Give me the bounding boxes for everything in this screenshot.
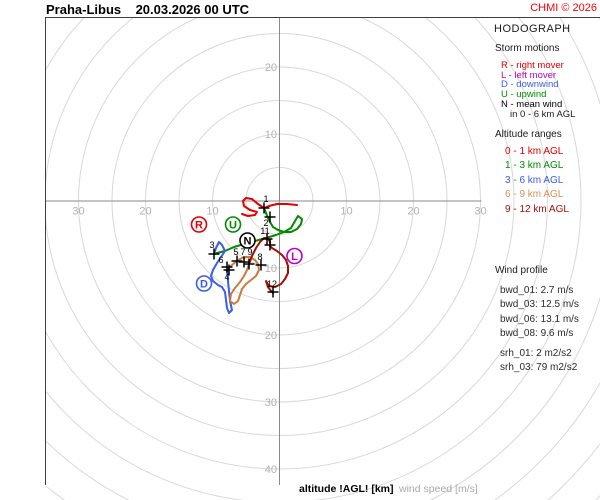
storm-motion-marker-N: N	[239, 232, 256, 249]
storm-motion-letter: D	[200, 279, 208, 291]
km-marker-cross	[258, 202, 270, 214]
wind-trace-9-12-km-agl	[248, 237, 289, 294]
altitude-range-item: 6 - 9 km AGL	[505, 189, 564, 201]
km-marker-label: 1	[263, 194, 268, 204]
storm-motion-legend-item: U - upwind	[501, 89, 547, 101]
storm-motion-legend-item: R - right mover	[501, 60, 564, 71]
km-marker-cross	[264, 211, 276, 223]
altitude-range-item: 3 - 6 km AGL	[505, 174, 564, 186]
bwd-value: bwd_01: 2.7 m/s	[500, 285, 574, 296]
km-marker-label: 6	[218, 255, 223, 265]
altitude-range-item: 9 - 12 km AGL	[505, 203, 569, 215]
srh-value: srh_03: 79 m2/s2	[500, 362, 578, 374]
storm-motion-circle	[190, 216, 208, 233]
km-marker-cross	[267, 286, 279, 298]
km-marker-cross	[231, 255, 243, 267]
axis-tick-label: 30	[72, 206, 84, 218]
grid-ring	[46, 18, 582, 500]
storm-motion-circle	[195, 275, 213, 292]
storm-motion-letter: U	[229, 220, 237, 232]
wind-trace-6-9-km-agl	[226, 256, 260, 305]
km-marker-label: 7	[240, 247, 245, 257]
storm-motion-marker-D: D	[195, 275, 213, 292]
km-marker-label: 5	[233, 247, 238, 257]
altitude-ranges-title: Altitude ranges	[495, 129, 562, 140]
wind-profile-title: Wind profile	[495, 265, 548, 276]
axis-tick-label: 30	[474, 206, 486, 218]
speed-axis-caption: wind speed [m/s]	[399, 483, 478, 495]
altitude-ranges-list: 0 - 1 km AGL 1 - 3 km AGL 3 - 6 km AGL 6 - …	[505, 145, 569, 217]
storm-motion-marker-L: L	[286, 247, 303, 265]
km-marker-cross	[221, 261, 233, 273]
wind-trace-3-6-km-agl	[210, 241, 233, 314]
km-marker-label: 8	[257, 252, 262, 262]
storm-motion-letter: R	[195, 220, 203, 232]
km-marker-label: 9	[247, 247, 252, 257]
axis-tick-label: 40	[265, 464, 277, 476]
axis-tick-label: 20	[265, 330, 277, 342]
bwd-value: bwd_08: 9.6 m/s	[500, 328, 574, 340]
storm-motion-marker-R: R	[190, 216, 208, 233]
page-title: Praha-Libus 20.03.2026 00 UTC	[46, 2, 250, 17]
axis-tick-label: 30	[265, 397, 277, 409]
copyright-label: CHMI © 2026	[530, 2, 597, 14]
panel-title: HODOGRAPH	[494, 23, 571, 35]
axis-tick-label: 10	[265, 129, 277, 141]
km-marker-label: 4	[224, 272, 229, 282]
storm-motion-letter: L	[291, 251, 298, 263]
km-marker-cross	[208, 248, 220, 260]
km-marker-cross	[255, 259, 267, 271]
storm-motion-circle	[239, 232, 256, 249]
wind-trace-1-3-km-agl	[213, 207, 303, 255]
km-marker-label: 2	[263, 218, 268, 228]
km-marker-cross	[238, 256, 250, 268]
storm-motion-letter: N	[244, 236, 252, 248]
srh-value: srh_01: 2 m2/s2	[500, 348, 572, 359]
wind-profile-srh-list: srh_01: 2 m2/s2 srh_03: 79 m2/s2	[500, 347, 577, 376]
axis-tick-label: 10	[265, 263, 277, 275]
axis-tick-label: 20	[407, 206, 419, 218]
axis-tick-label: 10	[340, 206, 352, 218]
km-marker-label: 12	[267, 279, 277, 289]
axis-tick-label: 20	[139, 206, 151, 218]
storm-motion-legend-item: D - downwind	[501, 79, 559, 91]
km-marker-cross	[261, 233, 273, 245]
storm-motion-legend-item: N - mean wind	[501, 98, 563, 110]
storm-motion-legend-item: L - left mover	[501, 69, 557, 81]
storm-motions-title: Storm motions	[495, 43, 560, 54]
wind-profile-bwd-list: bwd_01: 2.7 m/s bwd_03: 12.5 m/s bwd_06: 1…	[500, 284, 579, 342]
storm-motions-list: R - right mover L - left mover D - downwin…	[501, 61, 575, 119]
wind-trace-0-1-km-agl	[241, 197, 298, 217]
km-marker-cross	[264, 239, 276, 251]
storm-motion-circle	[286, 247, 303, 265]
plot-border-top	[45, 17, 600, 18]
storm-motion-marker-U: U	[224, 216, 242, 233]
km-marker-label: 3	[209, 240, 214, 250]
altitude-axis-caption: altitude !AGL! [km]	[299, 483, 394, 495]
altitude-range-item: 1 - 3 km AGL	[505, 160, 564, 172]
axis-tick-label: 10	[206, 206, 218, 218]
plot-border-left	[45, 17, 46, 485]
km-marker-cross	[243, 258, 255, 270]
altitude-range-item: 0 - 1 km AGL	[505, 146, 564, 157]
storm-motion-legend-note: in 0 - 6 km AGL	[510, 108, 576, 120]
bwd-value: bwd_06: 13.1 m/s	[500, 313, 579, 325]
bwd-value: bwd_03: 12.5 m/s	[500, 299, 579, 311]
km-marker-label: 11	[260, 226, 269, 236]
storm-motion-circle	[224, 216, 242, 233]
axis-tick-label: 20	[265, 62, 277, 74]
